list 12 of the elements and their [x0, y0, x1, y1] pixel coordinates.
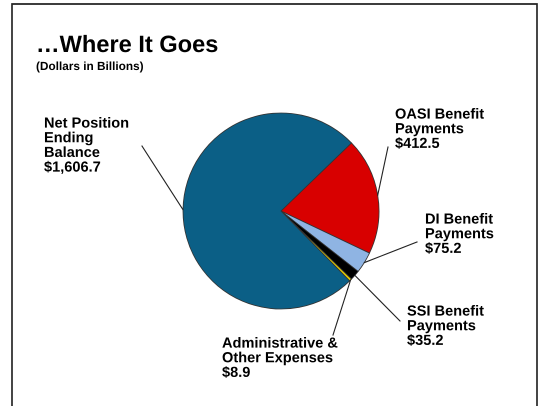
chart-title: …Where It Goes [38, 34, 218, 52]
slice-label: Administrative & Other Expenses [222, 337, 338, 366]
data-label: $412.5 [395, 137, 440, 149]
slice-label: DI Benefit Payments [426, 213, 494, 242]
chart-subtitle: (Dollars in Billions) [36, 61, 143, 72]
data-label: $75.2 [425, 242, 461, 254]
slice-label: OASI Benefit Payments [396, 108, 484, 136]
data-label: $35.2 [407, 334, 443, 346]
data-label: $8.9 [222, 366, 250, 378]
data-label: $1,606.7 [44, 160, 100, 174]
slice-label: SSI Benefit Payments [407, 305, 484, 334]
slice-label: Net Position Ending Balance [44, 117, 128, 158]
